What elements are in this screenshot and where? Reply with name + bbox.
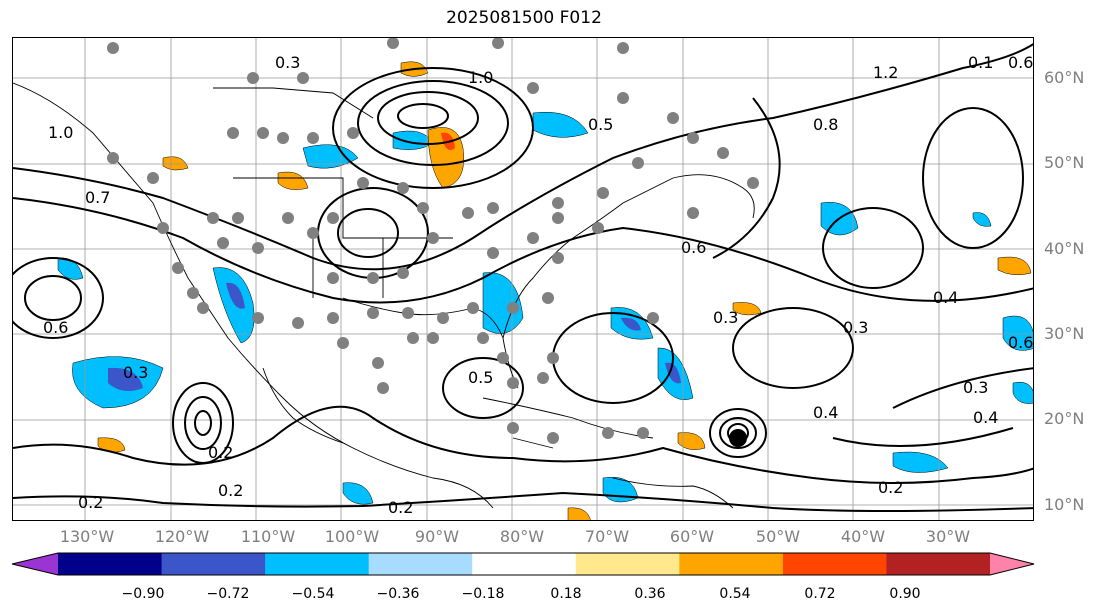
colorbar-tick: 0.36 <box>634 586 666 602</box>
lon-label: 50°W <box>755 527 801 546</box>
lon-label: 110°W <box>240 527 296 546</box>
contour-label: 0.4 <box>973 408 998 427</box>
colorbar-outline <box>11 552 1035 576</box>
contour-label: 0.3 <box>963 378 988 397</box>
colorbar-tick: −0.18 <box>461 586 505 602</box>
contour-label: 0.8 <box>813 115 838 134</box>
contour-label: 0.1 <box>968 53 993 72</box>
lon-label: 60°W <box>669 527 715 546</box>
colorbar <box>11 552 1035 576</box>
lon-label: 70°W <box>584 527 630 546</box>
colorbar-tick: −0.90 <box>121 586 165 602</box>
graticule <box>13 38 1033 520</box>
contour-label: 0.4 <box>933 288 958 307</box>
colorbar-segment <box>58 553 163 575</box>
contour-label: 0.5 <box>468 368 493 387</box>
contour-label: 1.2 <box>873 63 898 82</box>
coastlines <box>13 82 755 509</box>
contour-label: 0.3 <box>275 53 300 72</box>
lat-label: 60°N <box>1044 68 1085 87</box>
lat-label: 10°N <box>1044 495 1085 514</box>
contour-label: 0.2 <box>878 478 903 497</box>
colorbar-segment <box>368 553 473 575</box>
colorbar-extend-max <box>990 553 1034 575</box>
contour-label: 0.2 <box>388 498 413 517</box>
map-canvas: 0.3 0.7 1.0 0.5 0.8 1.2 0.1 0.6 0.4 0.2 … <box>13 38 1033 520</box>
contour-label: 0.6 <box>681 238 706 257</box>
lat-label: 40°N <box>1044 239 1085 258</box>
contour-label: 0.5 <box>588 115 613 134</box>
contour-label-layer: 0.3 0.7 1.0 0.5 0.8 1.2 0.1 0.6 0.4 0.2 … <box>43 53 1033 517</box>
contour-label: 0.3 <box>843 318 868 337</box>
colorbar-segment <box>679 553 784 575</box>
colorbar-segment <box>782 553 887 575</box>
contour-label: 0.6 <box>1008 333 1033 352</box>
lon-label: 120°W <box>154 527 210 546</box>
lon-label: 40°W <box>840 527 886 546</box>
contour-label: 1.0 <box>468 68 493 87</box>
colorbar-tick: −0.72 <box>206 586 250 602</box>
colorbar-segment <box>575 553 680 575</box>
map-area: 0.3 0.7 1.0 0.5 0.8 1.2 0.1 0.6 0.4 0.2 … <box>12 37 1034 521</box>
shading-layer <box>57 61 1033 520</box>
contour-label: 1.0 <box>48 123 73 142</box>
lon-label: 30°W <box>925 527 971 546</box>
contour-label: 0.2 <box>208 443 233 462</box>
colorbar-tick: 0.18 <box>550 586 582 602</box>
lon-label: 130°W <box>59 527 115 546</box>
colorbar-tick: 0.72 <box>804 586 836 602</box>
contour-label: 0.6 <box>1008 53 1033 72</box>
plot-title: 2025081500 F012 <box>446 8 602 28</box>
lon-label: 90°W <box>414 527 460 546</box>
colorbar-tick: −0.54 <box>291 586 335 602</box>
contour-label: 0.3 <box>713 308 738 327</box>
observation-points <box>107 38 759 444</box>
contour-label: 0.2 <box>218 481 243 500</box>
colorbar-extend-min <box>12 553 58 575</box>
colorbar-tick: 0.90 <box>889 586 921 602</box>
lat-label: 20°N <box>1044 409 1085 428</box>
colorbar-segment <box>472 553 577 575</box>
lon-label: 80°W <box>499 527 545 546</box>
colorbar-segment <box>161 553 266 575</box>
hurricane-symbol <box>729 429 747 447</box>
contour-label: 0.3 <box>123 363 148 382</box>
colorbar-segment <box>886 553 991 575</box>
colorbar-tick: −0.36 <box>376 586 420 602</box>
contour-lines <box>13 43 1033 512</box>
lat-label: 30°N <box>1044 324 1085 343</box>
contour-label: 0.6 <box>43 318 68 337</box>
contour-label: 0.7 <box>85 188 110 207</box>
lon-label: 100°W <box>324 527 380 546</box>
contour-label: 0.2 <box>78 493 103 512</box>
colorbar-tick: 0.54 <box>719 586 751 602</box>
lat-label: 50°N <box>1044 153 1085 172</box>
colorbar-segment <box>265 553 370 575</box>
contour-label: 0.4 <box>813 403 838 422</box>
